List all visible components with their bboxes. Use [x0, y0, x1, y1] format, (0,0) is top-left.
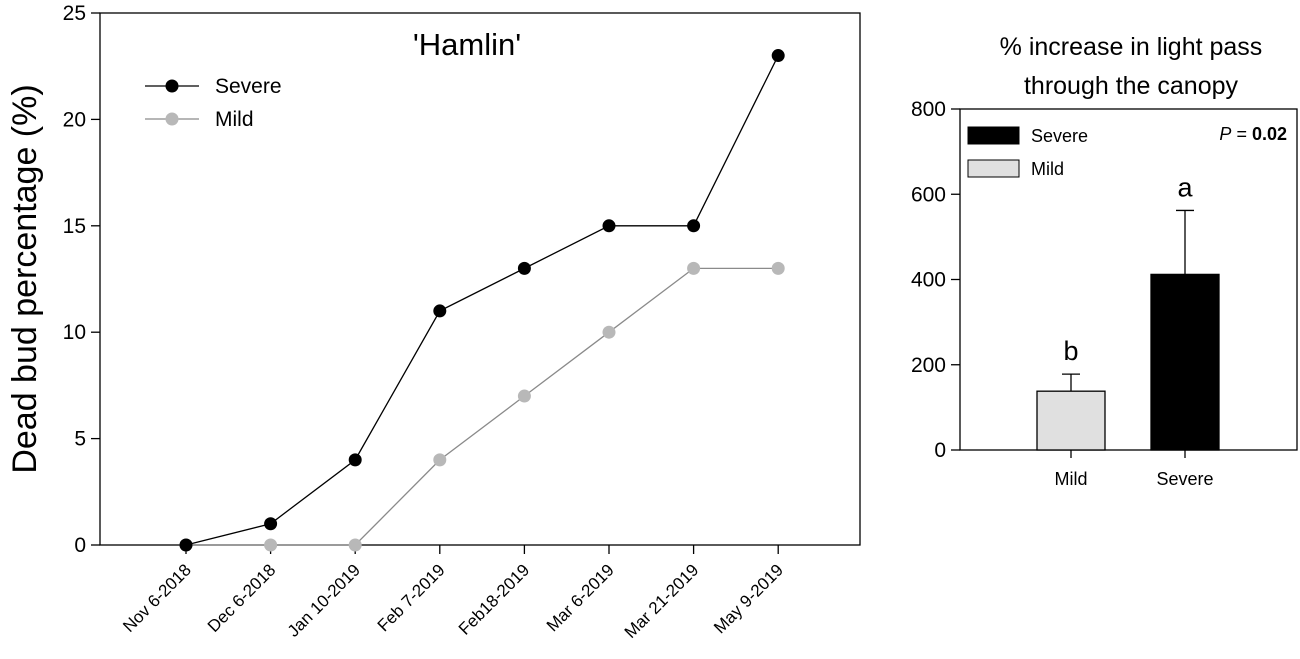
bar-chart-legend: Severe Mild	[967, 126, 1088, 179]
data-point-severe	[602, 219, 616, 233]
line-x-tick-label: Feb18-2019	[455, 560, 533, 638]
bar-mild	[1036, 390, 1106, 451]
bar-x-tick-label: Mild	[1054, 469, 1087, 489]
line-chart: 'Hamlin' Dead bud percentage (%) 0 5 10 15 2…	[6, 2, 861, 642]
line-chart-title: 'Hamlin'	[413, 27, 521, 62]
bar-x-tick-label: Severe	[1156, 469, 1213, 489]
data-point-severe	[264, 517, 278, 531]
p-value-number: 0.02	[1252, 124, 1287, 144]
series-line-severe	[185, 55, 779, 546]
data-point-severe	[687, 219, 701, 233]
bar-severe	[1150, 273, 1220, 451]
line-y-tick-label: 5	[74, 428, 86, 451]
bar-legend-label-mild: Mild	[1031, 159, 1064, 179]
bar-legend-swatch-severe	[967, 126, 1020, 145]
line-y-tick-label: 10	[63, 321, 86, 344]
bar-y-tick-label: 400	[911, 269, 946, 292]
line-x-tick-label: Mar 21-2019	[621, 560, 703, 642]
data-point-mild	[517, 389, 531, 403]
bar-chart-title-line-1: % increase in light pass	[1000, 33, 1263, 61]
data-point-severe	[433, 304, 447, 318]
data-point-mild	[602, 325, 616, 339]
legend-marker-mild	[165, 112, 179, 126]
p-value-annotation: P = 0.02	[1219, 124, 1287, 144]
bar-chart-title-line-2: through the canopy	[1024, 72, 1239, 100]
line-x-tick-label: Dec 6-2018	[204, 560, 280, 636]
data-point-mild	[433, 453, 447, 467]
significance-letter-severe: a	[1177, 172, 1193, 202]
data-point-severe	[179, 538, 193, 552]
bar-chart-x-axis: Mild Severe	[1054, 450, 1214, 489]
legend-label-severe: Severe	[215, 75, 282, 98]
line-x-tick-label: Feb 7-2019	[374, 560, 449, 635]
line-chart-legend: Severe Mild	[145, 75, 282, 131]
bar-legend-item-mild: Mild	[967, 159, 1064, 179]
line-chart-y-axis: 0 5 10 15 20 25	[63, 2, 100, 557]
line-y-tick-label: 20	[63, 108, 86, 131]
line-x-tick-label: Jan 10-2019	[284, 560, 364, 640]
bar-legend-label-severe: Severe	[1031, 126, 1088, 146]
line-chart-x-axis: Nov 6-2018 Dec 6-2018 Jan 10-2019 Feb 7-201…	[119, 545, 787, 642]
data-point-mild	[771, 261, 785, 275]
line-chart-y-axis-label: Dead bud percentage (%)	[6, 84, 44, 473]
bar-y-tick-label: 200	[911, 354, 946, 377]
line-chart-series	[179, 49, 785, 552]
bar-y-tick-label: 800	[911, 98, 946, 121]
legend-marker-severe	[165, 79, 179, 93]
bar-legend-item-severe: Severe	[967, 126, 1088, 146]
line-x-tick-label: Mar 6-2019	[543, 560, 618, 635]
line-y-tick-label: 25	[63, 2, 86, 25]
data-point-mild	[264, 538, 278, 552]
data-point-mild	[348, 538, 362, 552]
legend-label-mild: Mild	[215, 108, 254, 131]
p-value-label: P	[1219, 124, 1231, 144]
significance-letter-mild: b	[1063, 336, 1078, 366]
legend-item-severe: Severe	[145, 75, 282, 98]
legend-item-mild: Mild	[145, 108, 254, 131]
data-point-severe	[517, 261, 531, 275]
line-y-tick-label: 15	[63, 215, 86, 238]
bar-chart-bars: ba	[1036, 172, 1220, 451]
bar-chart: % increase in light pass through the can…	[911, 33, 1298, 489]
line-x-tick-label: Nov 6-2018	[119, 560, 195, 636]
bar-y-tick-label: 600	[911, 183, 946, 206]
data-point-mild	[687, 261, 701, 275]
line-y-tick-label: 0	[74, 534, 86, 557]
bar-legend-swatch-mild	[967, 159, 1020, 178]
p-value-separator: =	[1231, 124, 1252, 144]
line-chart-frame	[99, 12, 861, 546]
bar-y-tick-label: 0	[934, 439, 946, 462]
line-x-tick-label: May 9-2019	[710, 560, 787, 637]
data-point-severe	[348, 453, 362, 467]
series-line-mild	[186, 267, 779, 546]
bar-chart-y-axis: 0 200 400 600 800	[911, 98, 960, 462]
data-point-severe	[771, 49, 785, 63]
